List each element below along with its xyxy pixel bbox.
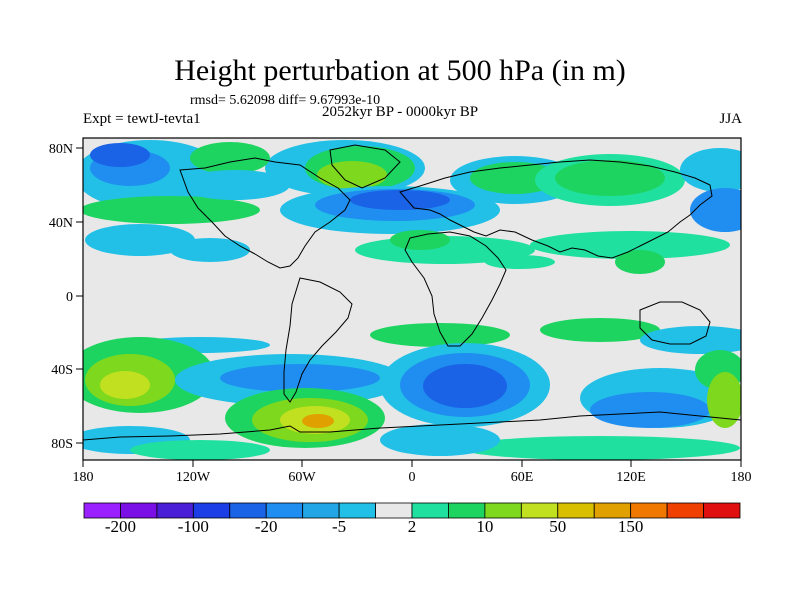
x-label-60e: 60E xyxy=(511,470,534,485)
y-axis-labels: 80N 40N 0 40S 80S xyxy=(49,142,73,452)
anomaly-patch xyxy=(130,440,270,460)
x-label-180w: 180 xyxy=(73,470,94,485)
period-label: 2052kyr BP - 0000kyr BP xyxy=(321,104,479,120)
colorbar-swatch xyxy=(375,502,413,519)
experiment-label: Expt = tewtJ-tevta1 xyxy=(83,111,201,127)
colorbar-swatch xyxy=(338,502,376,519)
y-label-40n: 40N xyxy=(49,216,73,231)
season-label: JJA xyxy=(719,111,742,127)
chart-title: Height perturbation at 500 hPa (in m) xyxy=(174,54,626,87)
anomaly-patch xyxy=(370,323,510,347)
colorbar-swatch xyxy=(265,502,304,519)
x-label-60w: 60W xyxy=(288,470,316,485)
x-label-0: 0 xyxy=(409,470,416,485)
anomaly-patch xyxy=(615,250,665,274)
stats-line: rmsd= 5.62098 diff= 9.67993e-10 xyxy=(190,93,381,108)
colorbar-label: -20 xyxy=(255,517,278,536)
anomaly-patch xyxy=(380,424,500,456)
anomaly-patch xyxy=(317,161,387,189)
anomaly-patch xyxy=(100,371,150,399)
coast-australia xyxy=(639,301,711,345)
colorbar-swatch xyxy=(557,502,595,519)
y-label-80s: 80S xyxy=(51,437,73,452)
colorbar-swatch xyxy=(229,502,267,519)
anomaly-patch xyxy=(555,160,665,196)
colorbar-swatch xyxy=(83,502,121,519)
colorbar-label: -200 xyxy=(105,517,136,536)
anomaly-patch xyxy=(485,255,555,269)
colorbar-label: 10 xyxy=(476,517,493,536)
anomaly-patch xyxy=(90,143,150,167)
colorbar-swatch xyxy=(703,502,741,519)
anomaly-patch xyxy=(302,414,334,428)
anomaly-patch xyxy=(83,196,260,224)
axis-ticks xyxy=(76,147,742,467)
colorbar-swatch xyxy=(120,502,158,519)
colorbar-label: -5 xyxy=(332,517,346,536)
coast-greenland xyxy=(329,144,401,189)
colorbar-swatch xyxy=(484,502,522,519)
anomaly-patch xyxy=(690,188,741,232)
colorbar-label: 150 xyxy=(618,517,644,536)
x-label-180e: 180 xyxy=(731,470,752,485)
colorbar-swatch xyxy=(593,502,632,519)
colorbar-label: 50 xyxy=(549,517,566,536)
coast-africa xyxy=(404,231,507,347)
colorbar-label: 2 xyxy=(408,517,417,536)
anomaly-patch xyxy=(220,364,380,392)
coastlines xyxy=(83,144,741,441)
coast-antarctica xyxy=(83,411,741,441)
anomaly-patch xyxy=(85,224,195,256)
coast-south-america xyxy=(283,277,353,403)
y-label-80n: 80N xyxy=(49,142,73,157)
anomaly-patch xyxy=(530,231,730,259)
x-label-120w: 120W xyxy=(176,470,211,485)
coast-north-america xyxy=(179,157,351,269)
anomaly-patch xyxy=(540,318,660,342)
x-axis-labels: 180 120W 60W 0 60E 120E 180 xyxy=(73,470,752,485)
anomaly-patch xyxy=(180,170,290,200)
anomaly-patch xyxy=(350,190,450,210)
colorbar-swatch xyxy=(302,502,340,519)
y-label-40s: 40S xyxy=(51,363,73,378)
y-label-0: 0 xyxy=(66,290,73,305)
colorbar-swatch xyxy=(448,502,486,519)
anomaly-patch xyxy=(680,148,741,192)
colorbar xyxy=(83,502,741,519)
anomaly-patch xyxy=(170,238,250,262)
colorbar-label: -100 xyxy=(178,517,209,536)
coast-eurasia xyxy=(399,159,713,259)
colorbar-swatch xyxy=(156,502,194,519)
anomaly-patch xyxy=(707,372,741,428)
anomaly-patch xyxy=(390,230,450,250)
colorbar-swatch xyxy=(520,502,559,519)
colorbar-swatch xyxy=(630,502,668,519)
anomaly-patch xyxy=(460,436,740,460)
anomaly-fields xyxy=(83,140,741,460)
anomaly-patch xyxy=(423,364,507,408)
colorbar-labels: -200 -100 -20 -5 2 10 50 150 xyxy=(105,517,644,536)
x-label-120e: 120E xyxy=(616,470,646,485)
map-plot-area xyxy=(83,138,741,460)
anomaly-patch xyxy=(590,392,710,428)
anomaly-patch xyxy=(640,326,741,354)
colorbar-swatch xyxy=(411,502,449,519)
colorbar-swatch xyxy=(666,502,704,519)
anomaly-patch xyxy=(190,142,270,174)
colorbar-swatch xyxy=(192,502,231,519)
